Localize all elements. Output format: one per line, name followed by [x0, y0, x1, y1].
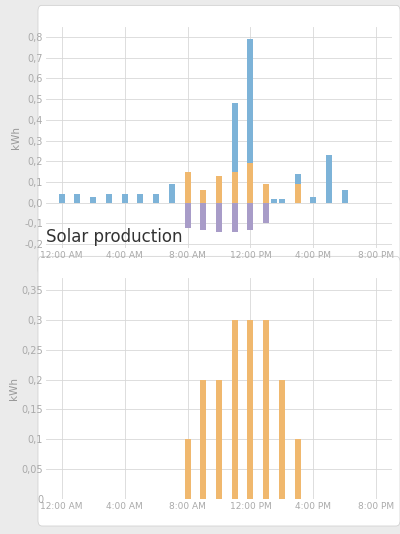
Bar: [263, 320, 269, 499]
Bar: [59, 194, 65, 203]
Bar: [248, 203, 254, 230]
Bar: [106, 194, 112, 203]
Bar: [295, 174, 301, 203]
Bar: [342, 190, 348, 203]
Bar: [200, 380, 206, 499]
Bar: [184, 439, 190, 499]
Bar: [326, 155, 332, 203]
Bar: [216, 380, 222, 499]
Bar: [200, 190, 206, 203]
Y-axis label: kWh: kWh: [9, 377, 19, 400]
Text: Solar production: Solar production: [46, 227, 182, 246]
Bar: [184, 171, 190, 203]
Bar: [232, 320, 238, 499]
Bar: [169, 184, 175, 203]
Bar: [248, 163, 254, 203]
Bar: [232, 104, 238, 203]
Bar: [232, 171, 238, 203]
Bar: [184, 189, 190, 203]
Bar: [216, 176, 222, 203]
Bar: [232, 203, 238, 232]
Bar: [248, 39, 254, 203]
Bar: [200, 203, 206, 230]
Bar: [248, 320, 254, 499]
Bar: [137, 194, 143, 203]
Bar: [122, 194, 128, 203]
Bar: [153, 194, 159, 203]
Bar: [263, 203, 269, 223]
Bar: [271, 199, 277, 203]
Bar: [295, 184, 301, 203]
Bar: [216, 203, 222, 232]
Bar: [263, 184, 269, 203]
Bar: [279, 380, 285, 499]
Bar: [279, 199, 285, 203]
Bar: [90, 197, 96, 203]
Bar: [295, 439, 301, 499]
Bar: [310, 197, 316, 203]
Bar: [74, 194, 80, 203]
Y-axis label: kWh: kWh: [12, 126, 22, 149]
Bar: [184, 203, 190, 227]
